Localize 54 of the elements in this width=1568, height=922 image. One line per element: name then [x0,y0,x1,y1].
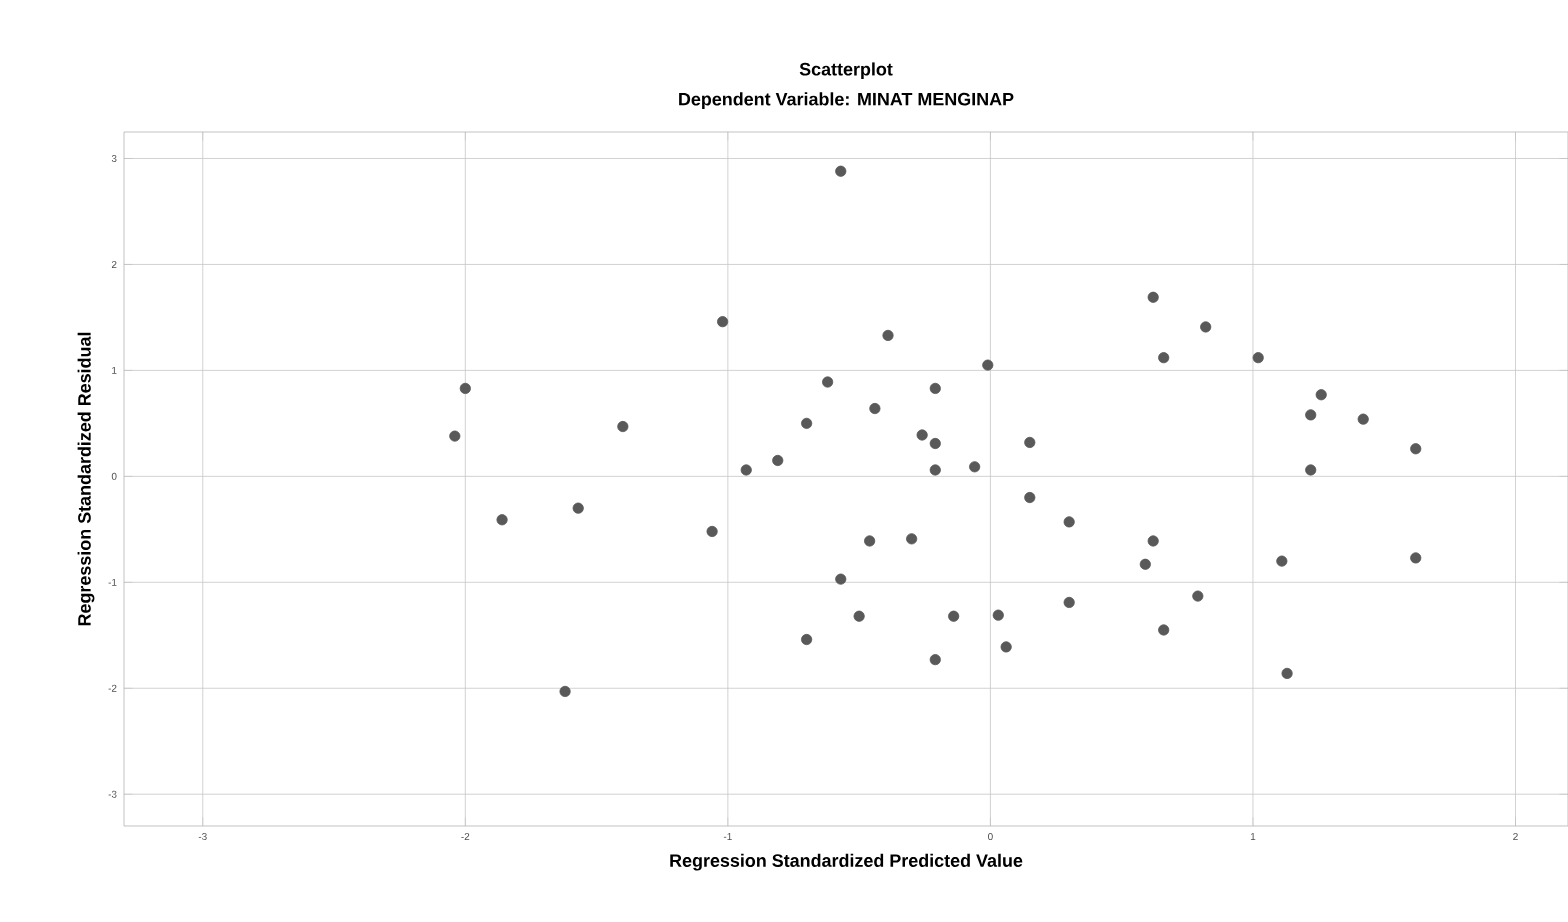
point [1410,552,1422,564]
point [1063,596,1075,609]
point [1063,516,1075,528]
point [1357,413,1369,425]
point [929,464,941,476]
point [801,417,813,429]
point [617,420,629,433]
point [1024,436,1036,449]
point [1305,409,1317,421]
point [929,654,941,666]
y-axis-title: Regression Standardized Residual [77,332,95,626]
point [835,573,847,585]
point [1276,555,1288,567]
point [869,402,881,415]
point [864,535,876,547]
point [822,376,834,388]
point [1147,291,1159,303]
point [1305,464,1317,476]
point [740,464,752,476]
point [717,316,729,328]
point [853,610,865,622]
point [1315,389,1327,401]
point [1158,624,1170,636]
point [1281,667,1293,679]
point [1410,443,1422,455]
point [1192,590,1204,602]
point [992,609,1004,621]
point [1200,321,1212,333]
point [1000,641,1012,653]
point [459,382,471,394]
point [969,461,981,473]
chart-subtitle: Dependent Variable: MINAT MENGINAP [679,92,1014,110]
point [1252,352,1264,364]
point [572,502,584,514]
point [929,382,941,394]
point [1147,535,1159,547]
point [1139,558,1151,570]
point [929,437,941,450]
point [1024,491,1036,504]
point [882,329,894,342]
point [906,533,918,545]
point [1158,352,1170,364]
point [706,525,718,538]
point [496,514,508,526]
chart-title: Scatterplot [799,62,893,80]
point [449,430,461,442]
point [948,610,960,622]
point [772,454,784,467]
point [801,633,813,646]
point [982,359,994,371]
point [559,685,571,698]
point [916,429,928,441]
point [835,165,847,177]
x-axis-title: Regression Standardized Predicted Value [670,853,1023,871]
